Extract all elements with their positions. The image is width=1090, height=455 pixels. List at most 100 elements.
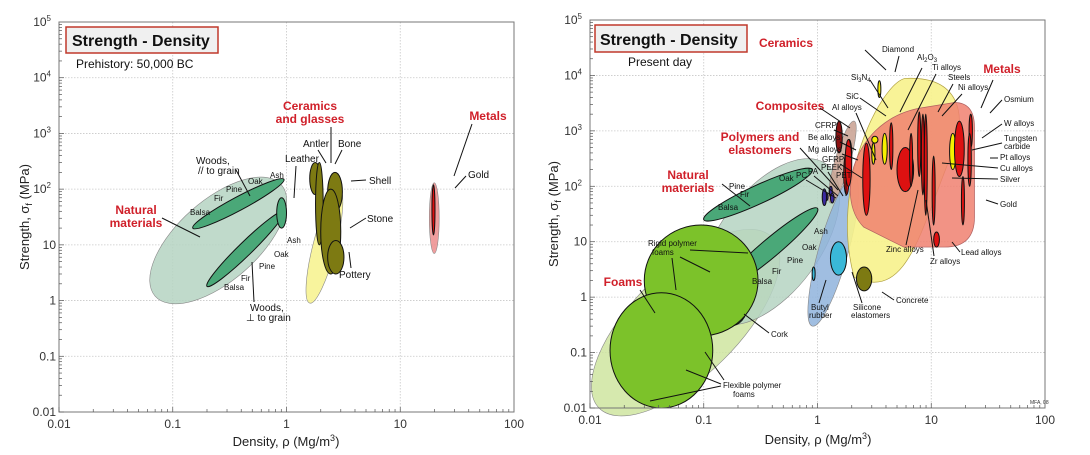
leader-al2o3 (899, 67, 923, 113)
label-gfrp: GFRP (822, 155, 844, 164)
label-pt-alloys: Pt alloys (1000, 153, 1030, 162)
label-osmium: Osmium (1004, 95, 1034, 104)
x-tick-label: 0.1 (164, 417, 181, 431)
bubble-gfrp (844, 138, 853, 187)
y-tick-label: 102 (33, 181, 51, 196)
left-ticks: 0.01 0.1 1 10 100 0.01 0.1 1 10 102 103 104 105 (33, 14, 525, 431)
label-balsa-rb: Balsa (752, 277, 773, 286)
label-leather: Leather (285, 154, 320, 165)
label-w-alloys: W alloys (1004, 119, 1034, 128)
label-stone: Stone (367, 214, 394, 225)
label-metals-right: Metals (983, 62, 1021, 76)
label-pine-bottom: Pine (259, 262, 276, 271)
label-diamond: Diamond (882, 45, 914, 54)
right-x-close: ) (867, 432, 871, 447)
leader-leather (293, 165, 297, 199)
label-fir-rt: Fir (740, 190, 750, 199)
right-y-axis-label: Strength, σf (MPa) (546, 161, 563, 267)
y-tick-label: 1 (580, 290, 587, 304)
leader-mg-alloys (841, 153, 859, 161)
label-woods-parallel: Woods,// to grain (196, 156, 240, 177)
label-cork: Cork (771, 330, 789, 339)
label-pine-top: Pine (226, 185, 243, 194)
label-fir-top: Fir (214, 194, 224, 203)
label-rigid-foams: Rigid polymer foams (648, 239, 697, 257)
label-ti-alloys: Ti alloys (932, 63, 961, 72)
y-tick-label: 103 (33, 125, 51, 140)
left-chart-title: Strength - Density (72, 33, 210, 50)
label-silver: Silver (1000, 175, 1020, 184)
label-flexible-foams: Flexible polymer foams (723, 381, 782, 399)
bubble-gold (431, 184, 436, 236)
label-si3n4: Si3N4 (851, 73, 871, 84)
x-tick-label: 0.1 (695, 413, 712, 427)
label-al-alloys: Al alloys (832, 103, 862, 112)
label-ceramics-right: Ceramics (759, 36, 813, 50)
label-cfrp: CFRP (815, 121, 837, 130)
label-sic: SiC (846, 92, 859, 101)
prehistory-chart: 0.01 0.1 1 10 100 0.01 0.1 1 10 102 103 104 105 Stre… (17, 14, 524, 449)
label-pine-rb: Pine (787, 256, 804, 265)
leader-flex-foams-2 (685, 369, 722, 385)
label-silicone-elastomers: Silicone elastomers (851, 303, 890, 320)
label-fir-bottom: Fir (241, 274, 251, 283)
label-steels: Steels (948, 73, 970, 82)
y-tick-label: 105 (564, 12, 582, 27)
leader-cork (743, 313, 770, 334)
y-tick-label: 105 (33, 14, 51, 29)
leader-butyl-rubber (818, 279, 827, 304)
label-be-alloys: Be alloys (808, 133, 840, 142)
leader-diamond (894, 55, 900, 73)
leader-natural-materials-left (161, 217, 201, 238)
leader-be-alloys (839, 141, 857, 151)
leader-natural-materials-right (721, 183, 751, 207)
y-tick-label: 0.01 (33, 405, 57, 419)
bubble-si3n4 (871, 135, 879, 144)
bubble-w-alloys (953, 120, 965, 178)
bubble-silver (931, 155, 936, 226)
label-balsa-top: Balsa (190, 208, 211, 217)
y-tick-label: 0.1 (39, 349, 56, 363)
leader-gold-right (985, 199, 999, 205)
bubble-pa (821, 188, 828, 207)
leader-antler (317, 149, 327, 164)
leader-al-alloys (855, 112, 877, 161)
label-balsa-rt: Balsa (718, 203, 739, 212)
leader-lead-alloys (951, 241, 961, 253)
right-x-sup: 3 (862, 431, 867, 441)
left-x-close: ) (335, 434, 339, 449)
x-tick-label: 100 (1035, 413, 1055, 427)
label-ash-rb: Ash (814, 227, 828, 236)
label-bone: Bone (338, 139, 362, 150)
y-tick-label: 102 (564, 178, 582, 193)
bubble-gold (960, 176, 965, 226)
leader-pc (805, 179, 837, 199)
leader-woods-perp (251, 261, 255, 303)
label-butyl-rubber: Butyl rubber (809, 303, 832, 320)
label-zr-alloys: Zr alloys (930, 257, 960, 266)
label-oak-rb: Oak (802, 243, 818, 252)
x-tick-label: 0.01 (47, 417, 71, 431)
label-pet: PET (836, 171, 852, 180)
bubble-lead-alloys (933, 231, 940, 248)
label-metals-left: Metals (469, 109, 507, 123)
left-title-box (65, 26, 219, 54)
label-woods-perp: Woods, ⊥ to grain (246, 303, 291, 324)
y-tick-label: 10 (43, 238, 57, 252)
label-composites-right: Composites (756, 99, 825, 113)
bubble-al-alloys (862, 142, 871, 216)
bubble-butyl-rubber (811, 266, 816, 281)
right-chart-subtitle: Present day (628, 55, 692, 69)
leader-ni-alloys (941, 93, 963, 117)
label-balsa-bottom: Balsa (224, 283, 245, 292)
right-bubbles (609, 80, 973, 409)
leader-woods-parallel (235, 169, 251, 197)
leader-steels (937, 83, 954, 113)
leader-flex-foams-3 (704, 351, 725, 381)
y-tick-label: 0.01 (564, 401, 588, 415)
leader-sic (859, 97, 887, 117)
bubble-woods-to-grain (192, 178, 285, 230)
leader-bone (334, 149, 343, 165)
bubble-cu-alloys (923, 113, 928, 216)
label-ceramics-glasses-left: Ceramics and glasses (276, 99, 345, 126)
